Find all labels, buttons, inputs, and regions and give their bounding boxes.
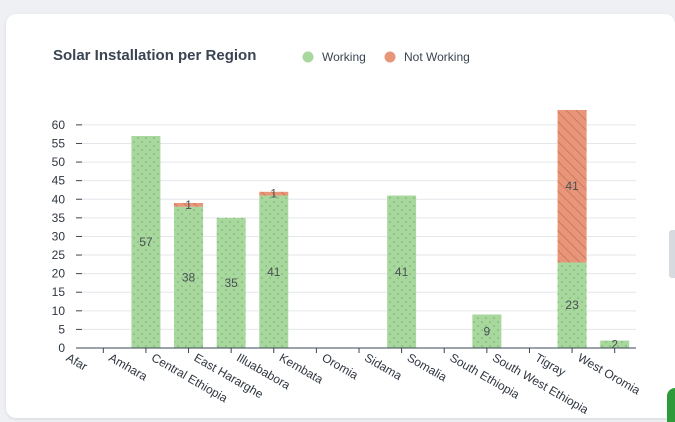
- bar-working[interactable]: [472, 314, 502, 348]
- bar-working[interactable]: [216, 217, 246, 348]
- legend: Working Not Working: [302, 50, 470, 64]
- bar-working[interactable]: [174, 206, 204, 348]
- bar-pattern: [131, 136, 161, 348]
- bar-pattern: [259, 191, 289, 196]
- y-tick-label: 60: [52, 118, 66, 132]
- data-label: 35: [224, 276, 238, 290]
- data-label: 23: [565, 298, 579, 312]
- y-tick-label: 25: [52, 248, 66, 262]
- y-tick-label: 10: [52, 304, 66, 318]
- edge-widget: [667, 388, 675, 422]
- y-tick-label: 40: [52, 192, 66, 206]
- y-axis: 0 5 10 15 20 25 30 35 40 45 50 55 60: [52, 118, 82, 355]
- bar-not-working[interactable]: [259, 191, 289, 196]
- y-tick-label: 20: [52, 267, 66, 281]
- bar-working[interactable]: [600, 340, 630, 348]
- bar-not-working[interactable]: [174, 202, 204, 207]
- bar-pattern: [600, 340, 630, 348]
- bar-working[interactable]: [387, 195, 417, 348]
- legend-item-working[interactable]: Working: [302, 50, 366, 64]
- x-tick-label: Amhara: [106, 350, 150, 383]
- x-tick-label: Somalia: [405, 350, 450, 384]
- bar-not-working[interactable]: [557, 110, 587, 263]
- legend-swatch-not-working: [384, 51, 396, 63]
- legend-swatch-working: [302, 51, 314, 63]
- data-label: 1: [270, 187, 277, 201]
- bar-working[interactable]: [131, 136, 161, 348]
- y-tick-label: 55: [52, 136, 66, 150]
- legend-label-not-working: Not Working: [404, 50, 470, 64]
- data-label: 41: [267, 265, 281, 279]
- grid-lines: [82, 124, 636, 349]
- y-tick-label: 30: [52, 229, 66, 243]
- y-tick-label: 35: [52, 211, 66, 225]
- bar-pattern: [174, 206, 204, 348]
- bar-pattern: [216, 217, 246, 348]
- y-tick-label: 45: [52, 174, 66, 188]
- data-label: 1: [185, 198, 192, 212]
- x-tick-label: West Oromia: [575, 350, 643, 397]
- bar-pattern: [174, 202, 204, 207]
- data-label: 57: [139, 235, 153, 249]
- legend-label-working: Working: [322, 50, 366, 64]
- x-tick-label: Oromia: [320, 350, 361, 382]
- chart-title: Solar Installation per Region: [53, 47, 256, 64]
- x-tick-label: Sidama: [362, 350, 405, 383]
- bar-working[interactable]: [557, 262, 587, 348]
- data-label: 41: [565, 179, 579, 193]
- scroll-edge: [669, 230, 675, 278]
- y-tick-label: 5: [58, 322, 65, 336]
- data-label: 9: [484, 324, 491, 338]
- y-tick-label: 15: [52, 285, 66, 299]
- x-tick-label: Afar: [64, 350, 90, 373]
- bar-pattern: [472, 314, 502, 348]
- bar-working[interactable]: [259, 195, 289, 348]
- bars: 57 38 1 35 41 1 41 9 23 41 2: [131, 110, 630, 351]
- y-tick-label: 50: [52, 155, 66, 169]
- data-label: 41: [395, 265, 409, 279]
- y-tick-label: 0: [58, 341, 65, 355]
- x-tick-label: Central Ethiopia: [149, 350, 230, 405]
- data-label: 2: [611, 337, 618, 351]
- legend-item-not-working[interactable]: Not Working: [384, 50, 470, 64]
- bar-pattern: [259, 195, 289, 348]
- bar-pattern: [557, 262, 587, 348]
- data-label: 38: [182, 270, 196, 284]
- bar-pattern: [557, 110, 587, 263]
- bar-pattern: [387, 195, 417, 348]
